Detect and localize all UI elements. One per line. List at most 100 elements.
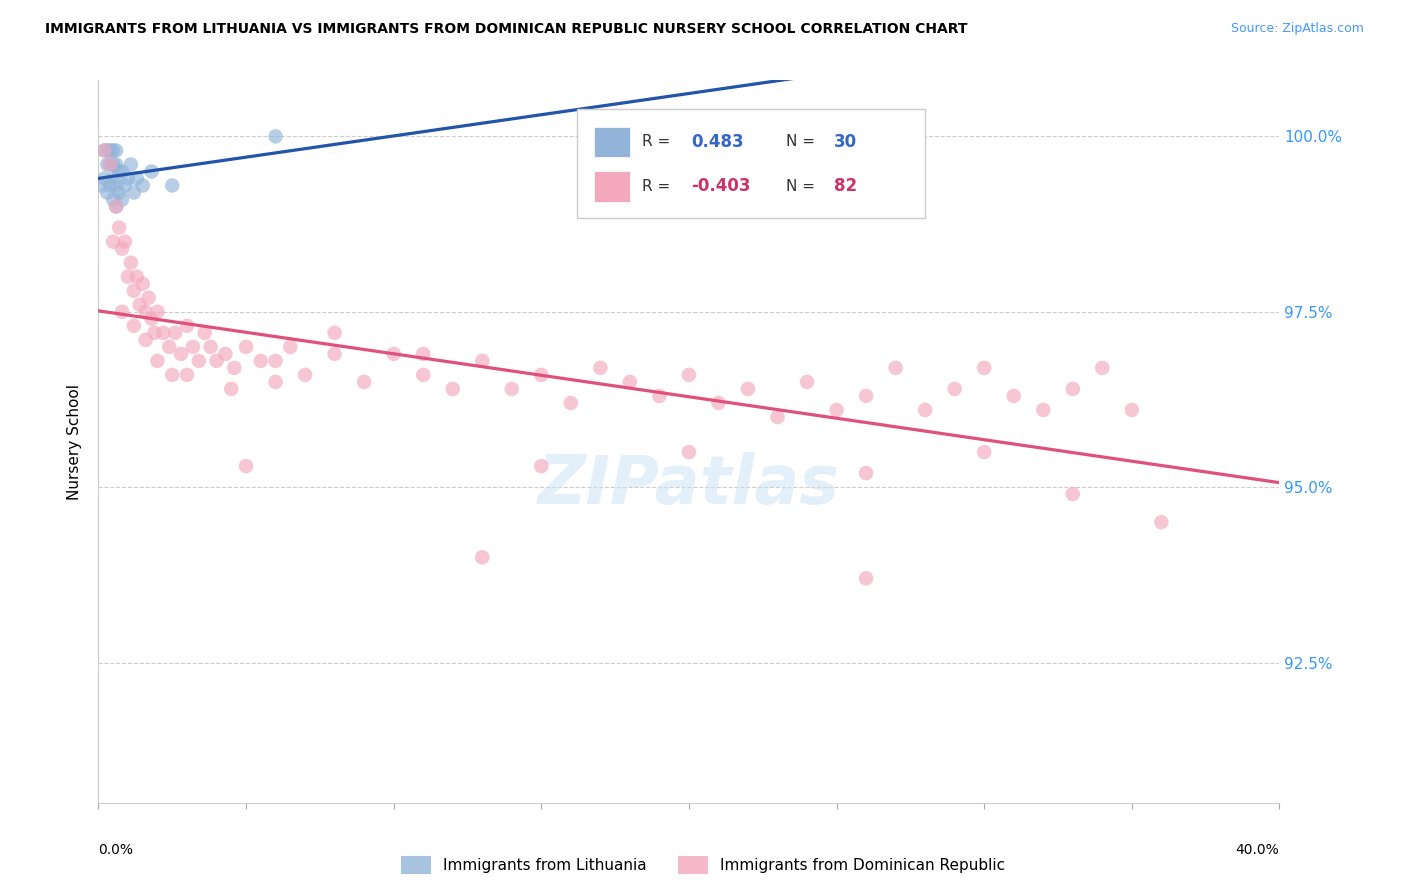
Point [176, 318, 198, 333]
Point [855, 466, 877, 480]
Point [96, 186, 118, 200]
Text: R =: R = [641, 179, 669, 194]
Text: R =: R = [641, 134, 669, 149]
Point [111, 242, 134, 256]
Point [111, 193, 134, 207]
Text: 40.0%: 40.0% [1236, 843, 1279, 856]
Text: 0.0%: 0.0% [98, 843, 134, 856]
Point [1091, 360, 1114, 375]
Point [120, 255, 142, 269]
Text: N =: N = [786, 179, 815, 194]
Point [170, 347, 193, 361]
Point [214, 347, 236, 361]
Text: 30: 30 [834, 133, 858, 151]
Point [648, 389, 671, 403]
Point [194, 326, 217, 340]
Point [103, 144, 125, 158]
Point [98, 144, 121, 158]
Point [678, 368, 700, 382]
Point [103, 171, 125, 186]
Point [176, 368, 198, 382]
Y-axis label: Nursery School: Nursery School [67, 384, 83, 500]
Point [103, 157, 125, 171]
Text: -0.403: -0.403 [692, 178, 751, 195]
Legend: Immigrants from Lithuania, Immigrants from Dominican Republic: Immigrants from Lithuania, Immigrants fr… [395, 850, 1011, 880]
Point [884, 360, 907, 375]
Point [294, 368, 316, 382]
Point [471, 354, 494, 368]
Point [441, 382, 464, 396]
Point [323, 347, 346, 361]
Point [412, 368, 434, 382]
Point [125, 171, 148, 186]
Text: Source: ZipAtlas.com: Source: ZipAtlas.com [1230, 22, 1364, 36]
Point [323, 326, 346, 340]
Point [152, 326, 174, 340]
Point [135, 333, 157, 347]
Point [678, 445, 700, 459]
Point [973, 360, 995, 375]
Point [235, 459, 257, 474]
Bar [595, 127, 630, 157]
Point [280, 340, 302, 354]
Point [264, 129, 287, 144]
Point [264, 354, 287, 368]
Point [132, 178, 155, 193]
Point [530, 459, 553, 474]
Point [122, 318, 145, 333]
Point [143, 326, 166, 340]
Point [796, 375, 818, 389]
Point [108, 186, 131, 200]
Point [141, 164, 163, 178]
Point [1032, 403, 1054, 417]
Point [1002, 389, 1025, 403]
Text: 0.483: 0.483 [692, 133, 744, 151]
Point [1150, 515, 1173, 529]
Point [117, 269, 139, 284]
Point [560, 396, 582, 410]
Point [221, 382, 243, 396]
Point [181, 340, 204, 354]
Point [157, 340, 180, 354]
Text: IMMIGRANTS FROM LITHUANIA VS IMMIGRANTS FROM DOMINICAN REPUBLIC NURSERY SCHOOL C: IMMIGRANTS FROM LITHUANIA VS IMMIGRANTS … [45, 22, 967, 37]
Point [707, 396, 730, 410]
Point [766, 409, 789, 424]
Point [125, 269, 148, 284]
Point [111, 305, 134, 319]
Point [111, 164, 134, 178]
Point [93, 144, 115, 158]
Point [120, 157, 142, 171]
Point [589, 360, 612, 375]
Point [135, 305, 157, 319]
Point [224, 360, 246, 375]
Point [187, 354, 209, 368]
Point [530, 368, 553, 382]
Point [105, 157, 128, 171]
Point [141, 311, 163, 326]
Point [108, 220, 131, 235]
Point [146, 354, 169, 368]
Point [471, 550, 494, 565]
Point [114, 235, 136, 249]
Point [122, 186, 145, 200]
Bar [595, 171, 630, 202]
Point [105, 200, 128, 214]
Point [973, 445, 995, 459]
Point [122, 284, 145, 298]
Point [205, 354, 228, 368]
Point [98, 157, 121, 171]
Point [1062, 382, 1084, 396]
Point [1121, 403, 1143, 417]
Point [855, 571, 877, 585]
Point [235, 340, 257, 354]
Point [132, 277, 155, 291]
Point [1062, 487, 1084, 501]
Text: ZIPatlas: ZIPatlas [538, 452, 839, 518]
Point [98, 157, 121, 171]
Point [117, 171, 139, 186]
Point [90, 178, 112, 193]
Point [250, 354, 273, 368]
Point [93, 144, 115, 158]
Point [914, 403, 936, 417]
Point [96, 144, 118, 158]
